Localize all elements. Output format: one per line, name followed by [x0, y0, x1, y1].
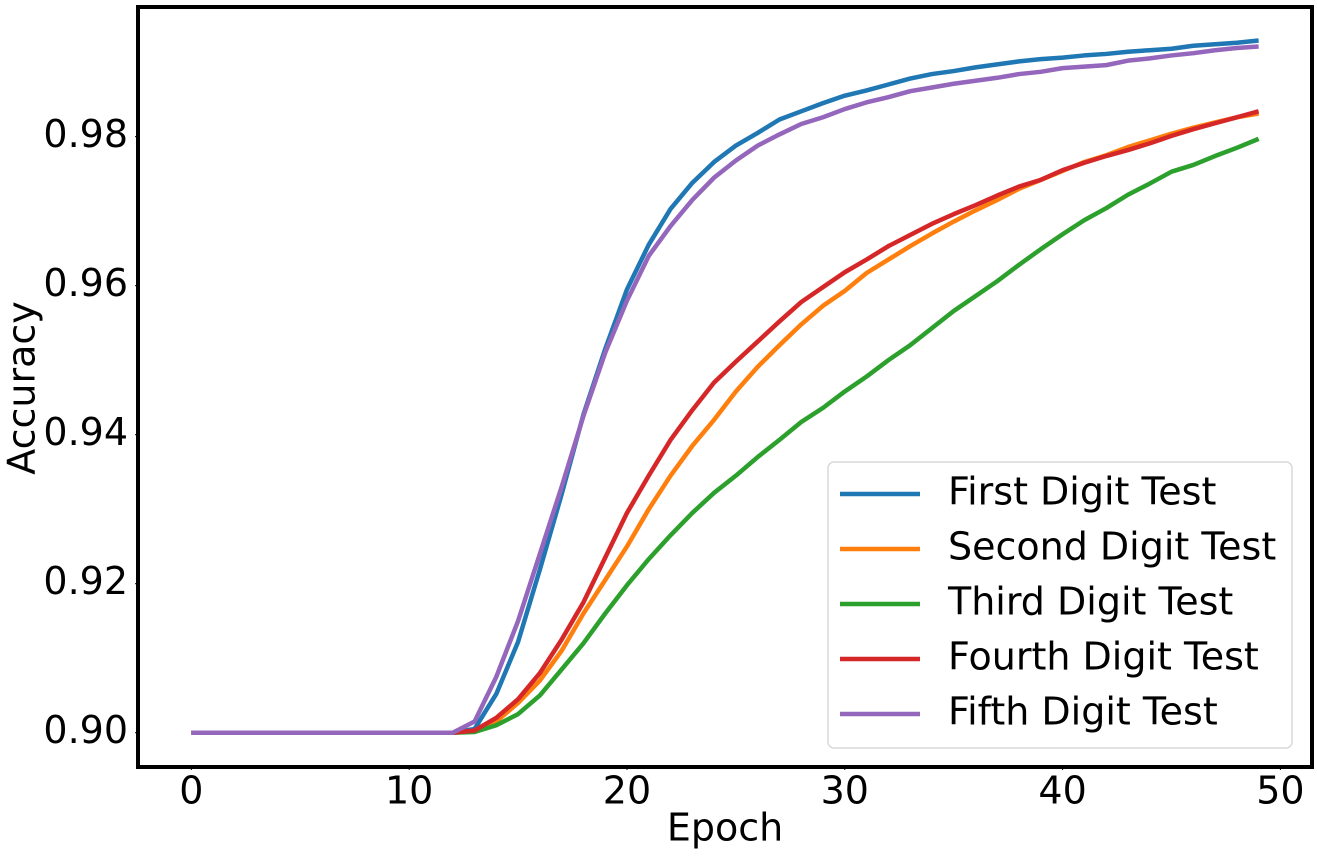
- y-axis-label: Accuracy: [0, 301, 44, 475]
- x-tick-label: 20: [603, 769, 651, 813]
- series-line: [191, 44, 1259, 735]
- x-tick-label: 10: [385, 769, 433, 813]
- x-tick-label: 30: [821, 769, 869, 813]
- x-axis-label: Epoch: [667, 806, 783, 850]
- y-tick-label: 0.92: [43, 559, 128, 603]
- legend-label: Fifth Digit Test: [948, 690, 1218, 734]
- legend-label: First Digit Test: [948, 470, 1216, 514]
- legend-label: Fourth Digit Test: [948, 635, 1259, 679]
- y-tick-label: 0.90: [43, 708, 128, 752]
- y-tick-label: 0.94: [43, 410, 128, 454]
- legend-label: Second Digit Test: [948, 525, 1276, 569]
- y-tick-label: 0.98: [43, 112, 128, 156]
- x-tick-label: 40: [1038, 769, 1086, 813]
- plot-frame: [136, 5, 1314, 769]
- legend-label: Third Digit Test: [947, 580, 1233, 624]
- legend: First Digit Test Second Digit Test Third D…: [827, 461, 1293, 749]
- y-tick-label: 0.96: [43, 261, 128, 305]
- x-tick-label: 0: [179, 769, 203, 813]
- x-tick-label: 50: [1256, 769, 1304, 813]
- legend-box: [827, 461, 1293, 749]
